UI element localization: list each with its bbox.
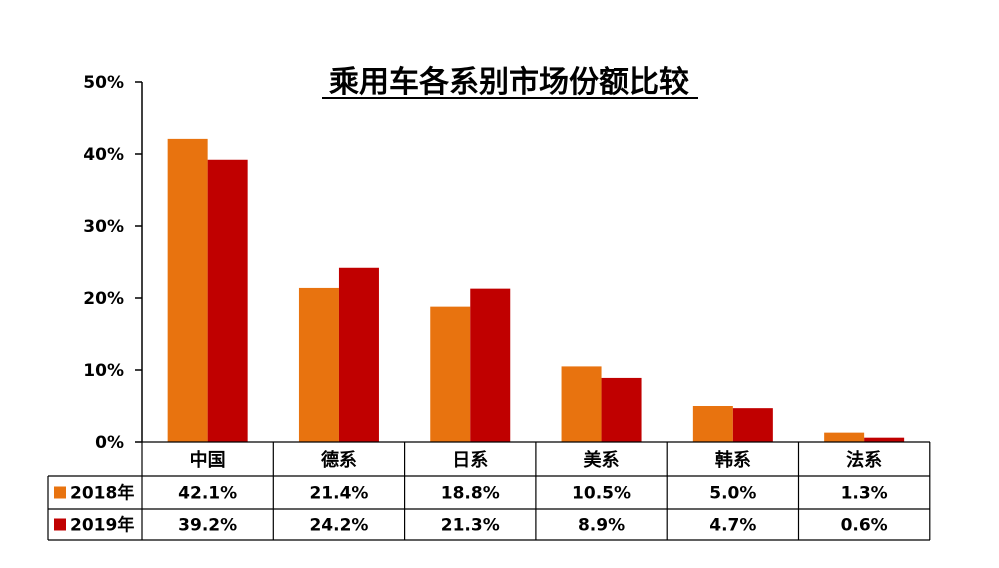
category-label: 德系 bbox=[321, 449, 357, 471]
y-axis: 0% 10% 20% 30% 40% 50% bbox=[83, 73, 143, 453]
legend-label: 2019年 bbox=[70, 515, 134, 536]
bar-series-1 bbox=[692, 406, 733, 442]
bar-series-2 bbox=[864, 437, 905, 442]
bar-series-1 bbox=[167, 138, 208, 442]
data-label: 8.9% bbox=[578, 516, 625, 536]
data-label: 42.1% bbox=[178, 484, 237, 504]
data-table: 中国 德系 日系 美系 韩系 法系 2018年 42.1% 21.4% 18.8% 10.5% 5.0… bbox=[47, 441, 931, 541]
data-label: 39.2% bbox=[178, 516, 237, 536]
chart-title: 乘用车各系别市场份额比较 bbox=[329, 65, 689, 100]
data-label: 21.3% bbox=[441, 516, 500, 536]
data-label: 5.0% bbox=[709, 484, 756, 504]
y-tick-label: 40% bbox=[83, 145, 124, 165]
bar-series-1 bbox=[824, 432, 865, 442]
category-label: 韩系 bbox=[715, 449, 751, 471]
category-label: 日系 bbox=[452, 450, 488, 471]
bar-series-2 bbox=[207, 159, 248, 442]
category-label: 美系 bbox=[584, 449, 620, 471]
legend-swatch bbox=[54, 486, 66, 499]
data-label: 10.5% bbox=[572, 484, 631, 504]
y-tick-label: 50% bbox=[83, 73, 124, 93]
bar-series-2 bbox=[601, 377, 642, 442]
bar-series-2 bbox=[338, 267, 379, 442]
legend-label: 2018年 bbox=[70, 483, 134, 504]
bar-series-1 bbox=[561, 366, 602, 442]
y-tick-label: 0% bbox=[95, 433, 124, 453]
chart-title-group: 乘用车各系别市场份额比较 bbox=[322, 65, 698, 100]
bar-series-1 bbox=[298, 287, 339, 442]
data-label: 18.8% bbox=[441, 484, 500, 504]
y-tick-label: 10% bbox=[83, 361, 124, 381]
data-label: 0.6% bbox=[841, 516, 888, 536]
category-label: 法系 bbox=[846, 449, 882, 471]
category-label: 中国 bbox=[190, 449, 226, 471]
data-label: 1.3% bbox=[841, 484, 888, 504]
data-label: 21.4% bbox=[309, 484, 368, 504]
data-label: 24.2% bbox=[309, 516, 368, 536]
legend-swatch bbox=[54, 518, 66, 531]
bar-series-2 bbox=[470, 288, 511, 442]
data-label: 4.7% bbox=[709, 516, 756, 536]
bar-area bbox=[167, 138, 905, 442]
bar-series-2 bbox=[732, 408, 773, 442]
bar-series-1 bbox=[430, 306, 471, 442]
y-tick-label: 20% bbox=[83, 289, 124, 309]
y-tick-label: 30% bbox=[83, 217, 124, 237]
